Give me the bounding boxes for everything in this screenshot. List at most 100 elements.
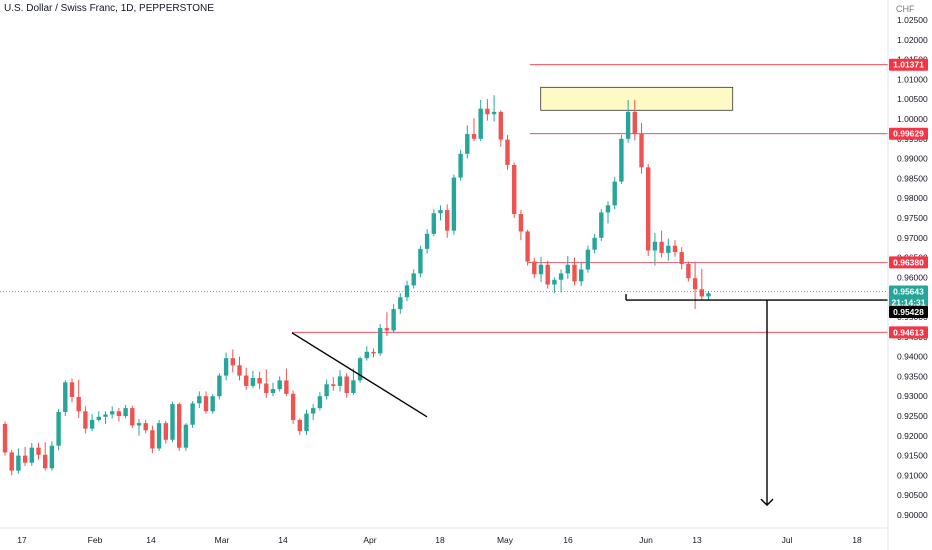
x-tick-label: 14 xyxy=(146,535,156,545)
level-price-label: 1.01371 xyxy=(893,60,924,70)
candle-body xyxy=(203,396,209,412)
candle-body xyxy=(22,455,28,463)
candle-body xyxy=(545,264,550,285)
candle-body xyxy=(143,423,148,431)
x-tick-label: Jul xyxy=(782,535,793,545)
candle-body xyxy=(177,404,182,448)
candle-body xyxy=(96,416,101,420)
candle-body xyxy=(244,375,249,386)
candle-body xyxy=(445,210,450,231)
candle-body xyxy=(163,423,168,440)
candle-body xyxy=(63,382,68,413)
x-tick-label: 18 xyxy=(435,535,445,545)
candle-body xyxy=(190,403,195,425)
candle-body xyxy=(150,430,155,449)
y-tick-label: 1.01000 xyxy=(897,74,928,84)
y-tick-label: 1.00000 xyxy=(897,114,928,124)
candle-body xyxy=(304,413,309,432)
level-price-label-bg xyxy=(889,127,928,140)
candle-body xyxy=(183,424,189,448)
candle-body xyxy=(378,328,383,354)
candle-body xyxy=(619,138,624,182)
candle-body xyxy=(639,134,644,168)
y-tick-label: 1.00500 xyxy=(897,94,928,104)
candle-body xyxy=(478,108,483,139)
candle-body xyxy=(136,423,142,426)
x-tick-label: Mar xyxy=(215,535,230,545)
level-price-label: 0.94613 xyxy=(893,327,924,337)
candle-body xyxy=(605,205,611,213)
candle-body xyxy=(558,273,564,280)
candle-body xyxy=(43,454,48,469)
candle-body xyxy=(431,213,436,234)
target-arrow-head xyxy=(760,498,774,507)
candle-body xyxy=(592,237,597,250)
x-tick-label: 17 xyxy=(17,535,27,545)
x-tick-label: Apr xyxy=(363,535,376,545)
candle-body xyxy=(56,412,61,446)
candle-body xyxy=(411,273,416,286)
candle-body xyxy=(297,419,302,432)
candle-body xyxy=(552,279,557,285)
y-tick-label: 0.98000 xyxy=(897,193,928,203)
candle-body xyxy=(512,164,517,215)
candle-body xyxy=(706,293,711,297)
candle-body xyxy=(438,210,443,214)
y-tick-label: 0.92000 xyxy=(897,431,928,441)
y-tick-label: 0.90500 xyxy=(897,490,928,500)
candle-body xyxy=(223,358,229,376)
resistance-box xyxy=(540,86,734,111)
time-axis[interactable]: 17 Feb 14 Mar 14 Apr 18 May 16 Jun 13 Jul 18 xyxy=(17,535,862,545)
candle-body xyxy=(344,376,349,394)
level-price-label-bg xyxy=(889,326,928,339)
candle-body xyxy=(505,139,510,165)
y-tick-label: 0.99000 xyxy=(897,154,928,164)
candle-body xyxy=(672,245,678,253)
x-tick-label: May xyxy=(497,535,514,545)
countdown-label: 21:14:31 xyxy=(891,298,925,308)
x-tick-label: 18 xyxy=(852,535,862,545)
level-price-label-bg xyxy=(889,256,928,269)
candle-body xyxy=(29,447,34,463)
y-tick-label: 0.92500 xyxy=(897,411,928,421)
level-price-label: 0.99629 xyxy=(893,129,924,139)
candle-body xyxy=(465,134,470,154)
candle-body xyxy=(692,278,698,290)
trendline xyxy=(291,332,428,418)
y-tick-label: 0.93000 xyxy=(897,391,928,401)
y-tick-label: 1.02500 xyxy=(897,15,928,25)
y-tick-label: 1.02000 xyxy=(897,35,928,45)
candle-body xyxy=(679,252,684,264)
candle-body xyxy=(498,111,503,140)
candle-body xyxy=(686,263,691,279)
x-tick-label: Feb xyxy=(88,535,103,545)
candle-body xyxy=(36,447,41,455)
candle-body xyxy=(270,389,276,394)
candle-body xyxy=(210,396,215,412)
y-tick-label: 0.98500 xyxy=(897,173,928,183)
y-tick-label: 0.94000 xyxy=(897,352,928,362)
candle-body xyxy=(384,328,390,331)
x-tick-label: Jun xyxy=(639,535,653,545)
y-tick-label: 0.91000 xyxy=(897,470,928,480)
candle-body xyxy=(110,411,115,415)
candles xyxy=(2,95,711,476)
candle-body xyxy=(491,111,497,115)
candle-body xyxy=(632,111,637,135)
candle-body xyxy=(572,264,577,282)
y-tick-label: 0.90000 xyxy=(897,510,928,520)
x-tick-label: 13 xyxy=(692,535,702,545)
y-tick-label: 0.97000 xyxy=(897,233,928,243)
candle-body xyxy=(351,380,356,394)
candle-body xyxy=(324,384,329,397)
candle-body xyxy=(646,167,651,251)
candle-body xyxy=(337,376,343,386)
candle-body xyxy=(9,452,14,471)
candle-body xyxy=(518,214,524,232)
candle-body xyxy=(237,365,242,376)
candle-body xyxy=(103,414,108,417)
candle-body xyxy=(625,111,631,139)
candle-body xyxy=(699,289,704,297)
candle-body xyxy=(331,384,336,386)
